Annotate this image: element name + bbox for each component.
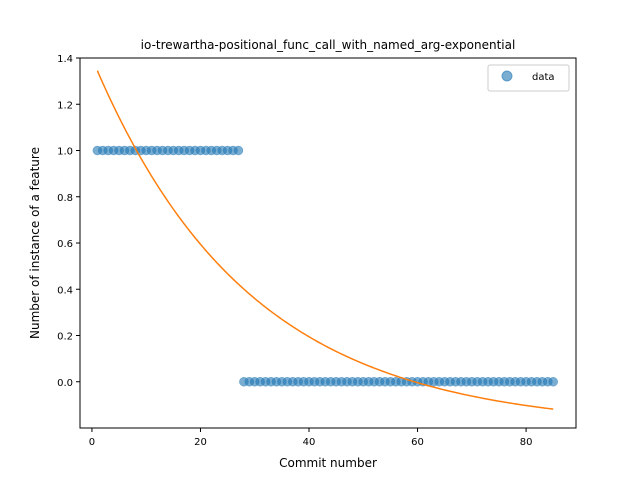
- y-axis-label: Number of instance of a feature: [28, 147, 42, 339]
- legend-marker-data: [501, 70, 513, 82]
- y-tick-label: 0.0: [57, 378, 73, 389]
- chart-title: io-trewartha-positional_func_call_with_n…: [141, 38, 516, 52]
- y-tick-label: 0.6: [57, 239, 73, 250]
- y-tick-label: 0.4: [57, 285, 73, 296]
- x-tick-label: 40: [303, 437, 316, 448]
- data-point: [548, 377, 558, 387]
- y-tick-label: 0.2: [57, 332, 73, 343]
- x-tick-label: 60: [411, 437, 424, 448]
- x-tick-label: 20: [194, 437, 207, 448]
- data-point: [233, 145, 244, 156]
- y-tick-label: 1.0: [57, 147, 73, 158]
- x-tick-label: 80: [520, 437, 533, 448]
- legend-label-data: data: [532, 72, 555, 83]
- y-tick-label: 1.2: [57, 100, 73, 111]
- y-tick-label: 1.4: [57, 54, 73, 65]
- x-axis: 0 20 40 60 80: [89, 428, 533, 448]
- legend-box: [487, 64, 570, 92]
- legend: data: [487, 64, 570, 92]
- x-tick-label: 0: [89, 437, 95, 448]
- y-axis: 0.0 0.2 0.4 0.6 0.8 1.0 1.2 1.4: [57, 54, 80, 389]
- x-axis-label: Commit number: [279, 456, 377, 470]
- plot-area: [92, 70, 558, 410]
- y-tick-label: 0.8: [57, 193, 73, 204]
- fit-line: [96, 70, 554, 410]
